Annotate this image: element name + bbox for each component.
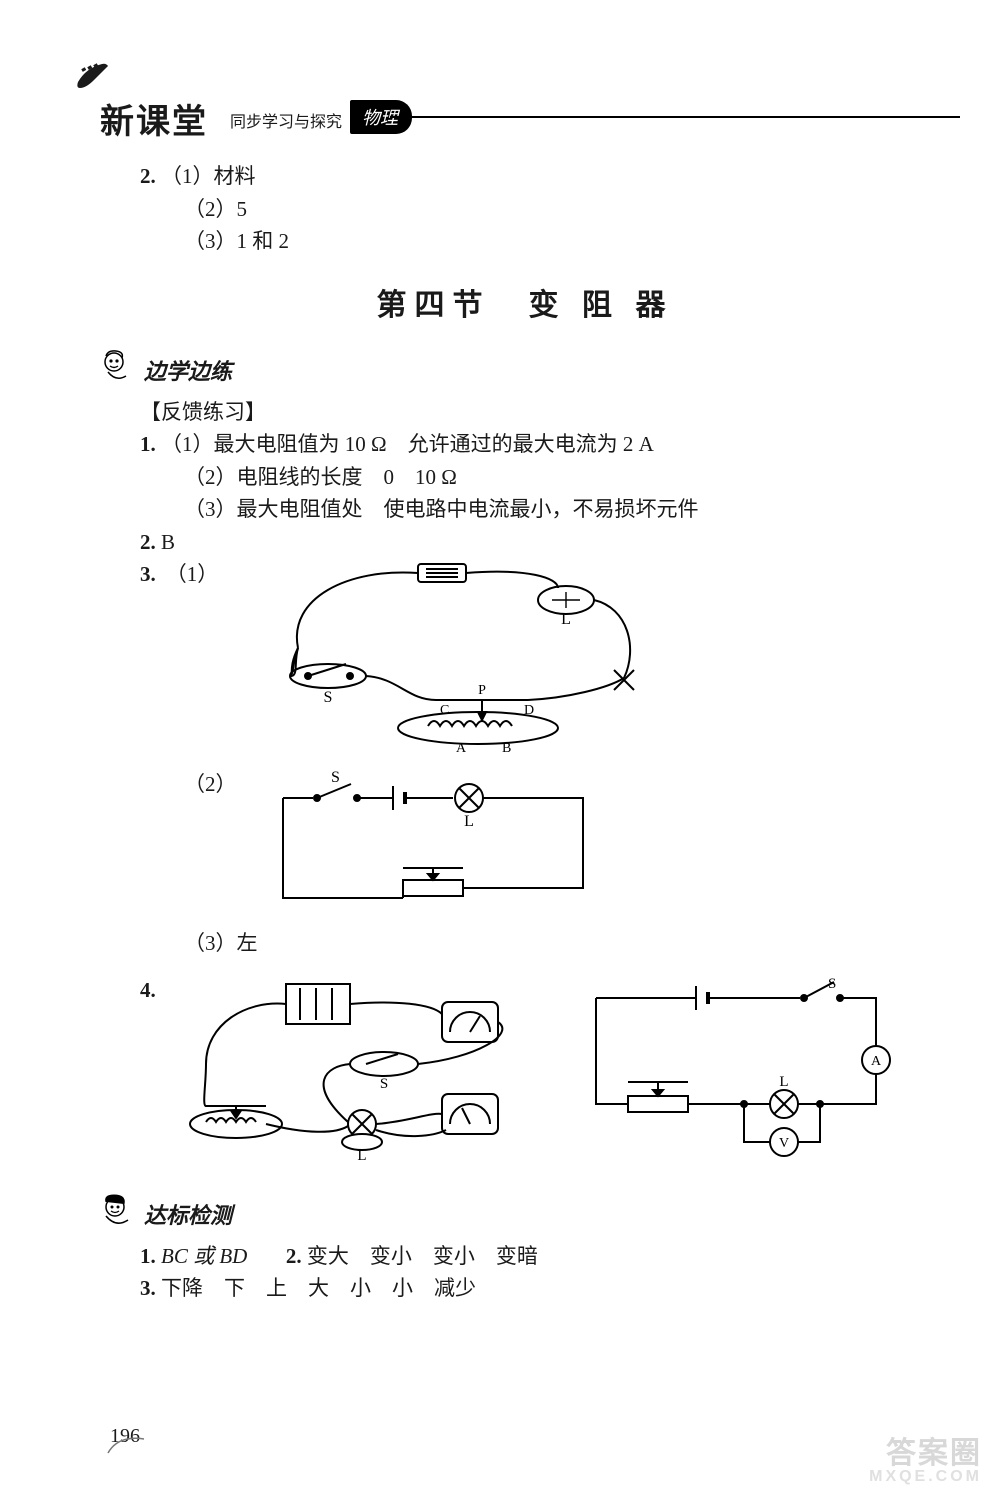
answer-line: （3）1 和 2 — [184, 225, 910, 258]
svg-text:B: B — [502, 741, 511, 756]
subsection-label: 达标检测 — [144, 1198, 232, 1230]
svg-text:L: L — [464, 813, 474, 830]
svg-text:S: S — [331, 769, 340, 786]
watermark-main: 答案圈 — [886, 1437, 982, 1470]
answer-text: 变大 变小 变小 变暗 — [307, 1244, 538, 1268]
question-number: 2. — [140, 530, 156, 554]
question-number: 2. — [286, 1244, 302, 1268]
subsection-head-test: 达标检测 — [98, 1192, 910, 1230]
svg-text:L: L — [561, 611, 571, 628]
answer-line: 3. （1） L — [140, 558, 910, 768]
answer-line: 4. S — [140, 974, 910, 1174]
question-number: 1. — [140, 432, 156, 456]
subsection-label: 边学边练 — [144, 354, 232, 386]
answer-line: 1. BC 或 BD 2. 变大 变小 变小 变暗 — [140, 1240, 910, 1273]
answer-text: B — [161, 530, 175, 554]
svg-text:V: V — [779, 1136, 789, 1151]
svg-text:S: S — [380, 1076, 388, 1092]
answer-line: （2） S — [184, 768, 910, 928]
question-number: 3. — [140, 558, 156, 591]
answer-line: （2）5 — [184, 193, 910, 226]
answer-line: 3. 下降 下 上 大 小 小 减少 — [140, 1272, 910, 1305]
svg-text:S: S — [324, 689, 333, 706]
header-title-sub: 同步学习与探究 — [230, 108, 342, 132]
header-rule — [390, 116, 960, 118]
answer-line: （2）电阻线的长度 0 10 Ω — [184, 461, 910, 494]
answer-text: （2） — [184, 768, 237, 801]
answer-line: 1. （1）最大电阻值为 10 Ω 允许通过的最大电流为 2 A — [140, 428, 910, 461]
answer-line: 2. （1）材料 — [140, 160, 910, 193]
svg-text:L: L — [779, 1074, 788, 1090]
answer-text: （1） — [166, 558, 219, 591]
page-curl-icon — [106, 1433, 146, 1462]
svg-text:D: D — [524, 703, 534, 718]
answer-line: （3）最大电阻值处 使电路中电流最小，不易损坏元件 — [184, 493, 910, 526]
answer-text: BC 或 BD — [161, 1244, 247, 1268]
svg-text:C: C — [440, 703, 449, 718]
subsection-head-practice: 边学边练 — [98, 348, 910, 386]
svg-text:P: P — [478, 683, 486, 698]
question-number: 3. — [140, 1276, 156, 1300]
page-content: 2. （1）材料 （2）5 （3）1 和 2 第四节 变 阻 器 边学边练 【反… — [140, 160, 910, 1305]
page-header: 新课堂 同步学习与探究 物理 — [60, 80, 960, 150]
circuit-diagram-schematic: S A L V — [576, 974, 896, 1174]
circuit-diagram-pictorial: S L — [166, 974, 526, 1174]
svg-text:L: L — [357, 1148, 366, 1164]
answer-text: 下降 下 上 大 小 小 减少 — [161, 1276, 476, 1300]
circuit-diagram-schematic: S L — [253, 768, 613, 928]
svg-text:A: A — [456, 741, 467, 756]
mascot-icon — [98, 348, 136, 386]
answer-line: （3）左 — [184, 927, 910, 960]
answer-text: （1）材料 — [161, 164, 256, 188]
section-title: 第四节 变 阻 器 — [140, 280, 910, 324]
svg-text:A: A — [871, 1054, 882, 1069]
watermark-sub: MXQE.COM — [869, 1469, 982, 1486]
header-title-main: 新课堂 — [100, 94, 208, 143]
circuit-diagram-pictorial: L S — [228, 558, 648, 768]
question-number: 1. — [140, 1244, 156, 1268]
watermark: 答案圈 MXQE.COM — [869, 1438, 982, 1486]
answer-line: 2. B — [140, 526, 910, 559]
feedback-label: 【反馈练习】 — [140, 396, 910, 429]
question-number: 4. — [140, 974, 156, 1007]
svg-text:S: S — [828, 976, 836, 992]
answer-text: （1）最大电阻值为 10 Ω 允许通过的最大电流为 2 A — [161, 432, 654, 456]
mascot-icon — [98, 1192, 136, 1230]
question-number: 2. — [140, 164, 156, 188]
